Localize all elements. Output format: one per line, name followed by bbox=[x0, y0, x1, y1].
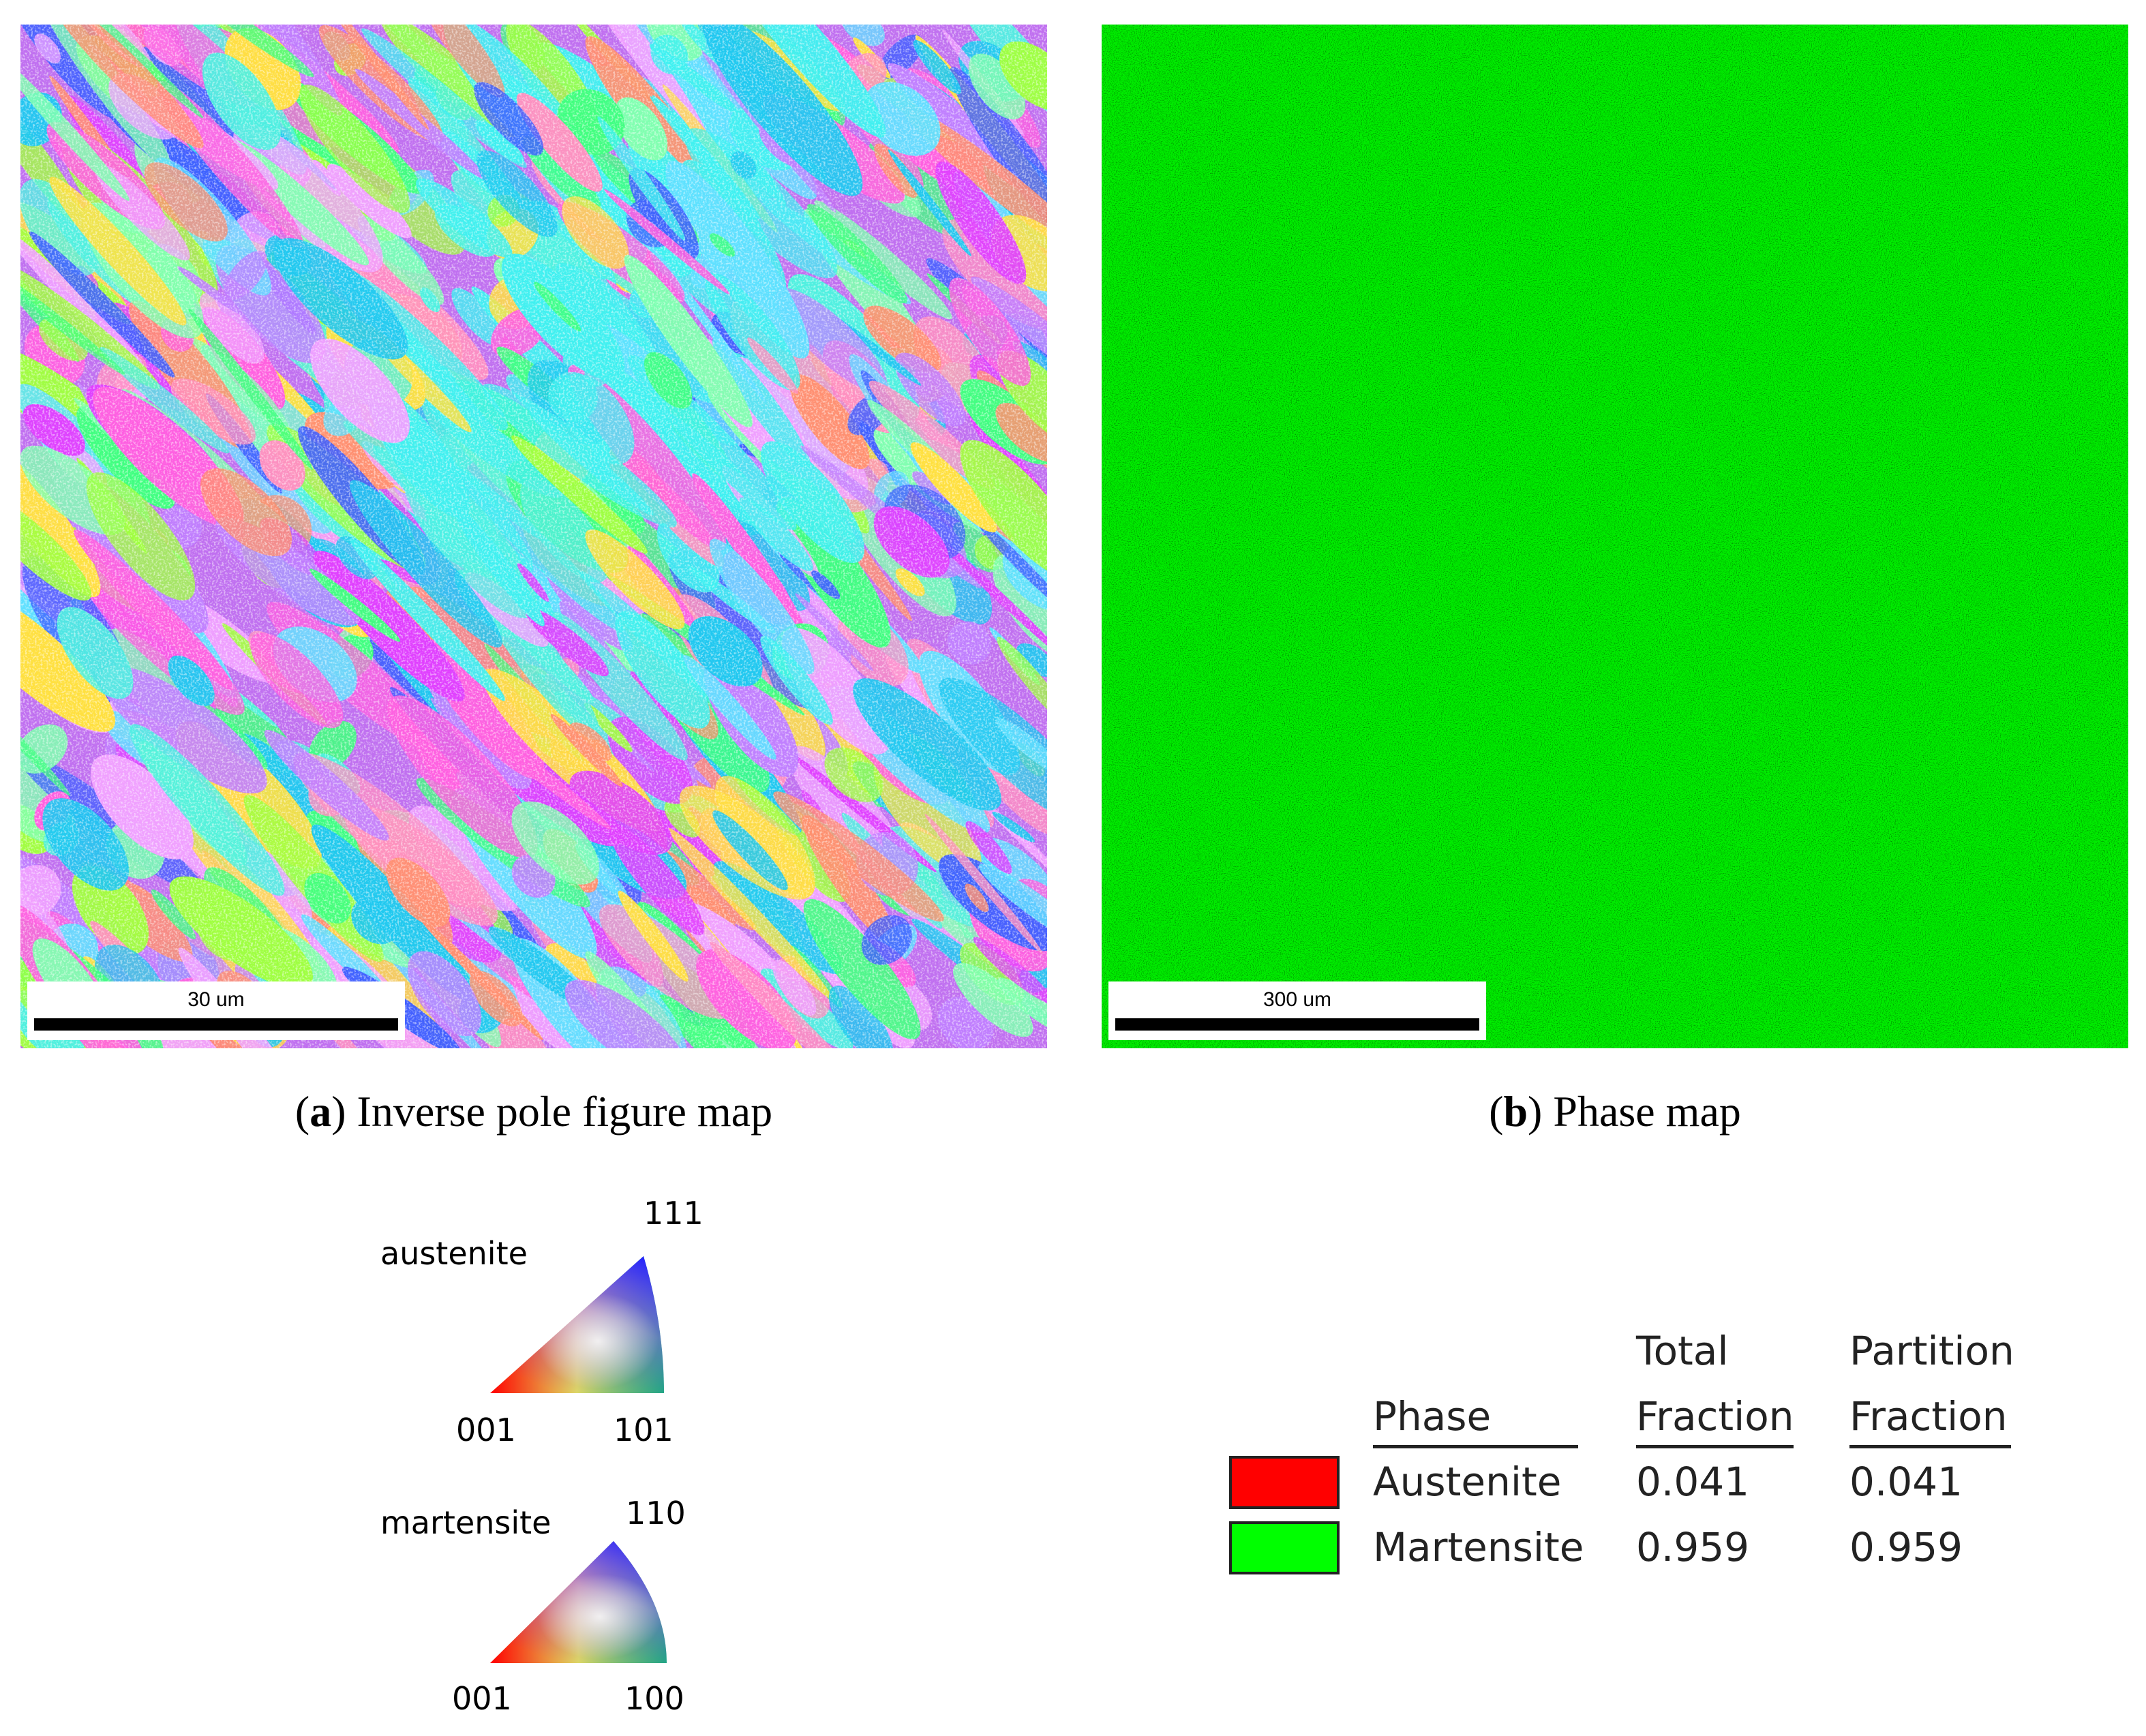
pole-label: 100 bbox=[624, 1680, 684, 1717]
table-cell: Austenite bbox=[1373, 1459, 1561, 1505]
table-cell: 0.959 bbox=[1636, 1524, 1749, 1570]
phase-map-noise bbox=[1102, 25, 2128, 1048]
caption-label: a bbox=[309, 1087, 331, 1136]
phase-name: austenite bbox=[380, 1235, 528, 1272]
caption-open: ( bbox=[1489, 1087, 1503, 1136]
phase-name: martensite bbox=[380, 1504, 551, 1541]
pole-label: 001 bbox=[452, 1680, 512, 1717]
ipf-triangle-white bbox=[490, 1256, 664, 1393]
scale-bar bbox=[34, 1018, 398, 1031]
caption-open: ( bbox=[295, 1087, 309, 1136]
scale-bar-label: 300 um bbox=[1263, 988, 1331, 1011]
column-header: Fraction bbox=[1849, 1393, 2008, 1440]
header-underline bbox=[1849, 1445, 2011, 1448]
column-header: Phase bbox=[1373, 1393, 1491, 1440]
phase-swatch bbox=[1229, 1456, 1340, 1509]
caption-text: ) Phase map bbox=[1528, 1087, 1741, 1136]
phase-swatch bbox=[1229, 1521, 1340, 1574]
pole-label: 110 bbox=[626, 1495, 686, 1532]
phase-map bbox=[1102, 25, 2128, 1048]
column-header: Total bbox=[1635, 1328, 1728, 1374]
phase-table: Phase Total Fraction Partition Fraction Auste… bbox=[1229, 1328, 2014, 1574]
column-header: Fraction bbox=[1636, 1393, 1794, 1440]
header-underline bbox=[1636, 1445, 1794, 1448]
pole-label: 101 bbox=[614, 1412, 674, 1448]
scale-bar-label: 30 um bbox=[187, 988, 244, 1011]
header-underline bbox=[1373, 1445, 1578, 1448]
table-cell: 0.041 bbox=[1636, 1459, 1749, 1505]
column-header: Partition bbox=[1849, 1328, 2014, 1374]
caption: (b) Phase map bbox=[1489, 1087, 1741, 1136]
caption: (a) Inverse pole figure map bbox=[295, 1087, 772, 1136]
table-cell: Martensite bbox=[1373, 1524, 1584, 1570]
ipf-speckle bbox=[20, 25, 1047, 1048]
ipf-legend: austenite 111 001 101 martensite 110 001 100 bbox=[380, 1195, 704, 1717]
scale-bar bbox=[1115, 1018, 1479, 1031]
pole-label: 111 bbox=[644, 1195, 704, 1232]
caption-text: ) Inverse pole figure map bbox=[331, 1087, 772, 1136]
caption-label: b bbox=[1503, 1087, 1528, 1136]
pole-label: 001 bbox=[456, 1412, 516, 1448]
table-cell: 0.959 bbox=[1849, 1524, 1963, 1570]
ipf-triangle-white bbox=[490, 1541, 667, 1663]
table-cell: 0.041 bbox=[1849, 1459, 1963, 1505]
